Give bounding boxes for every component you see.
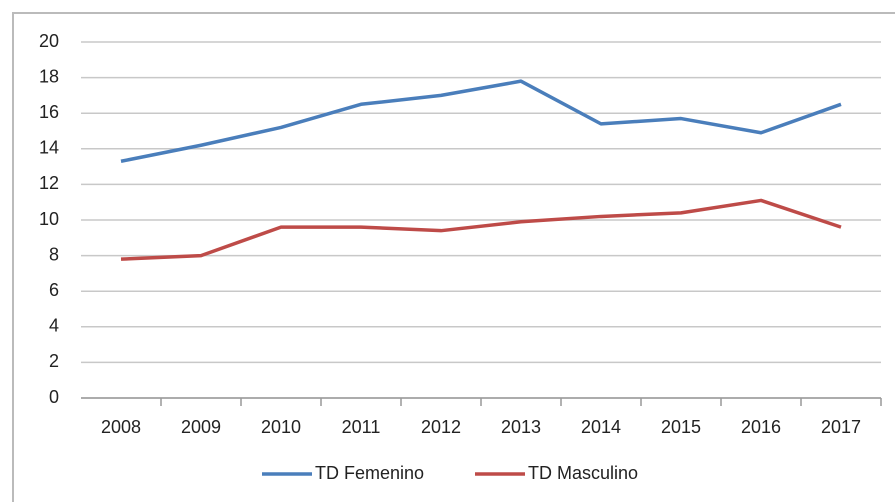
legend-label: TD Masculino <box>528 463 638 483</box>
y-tick-label: 4 <box>49 316 59 336</box>
x-tick-label: 2017 <box>821 417 861 437</box>
y-tick-label: 8 <box>49 244 59 264</box>
x-tick-label: 2013 <box>501 417 541 437</box>
y-tick-label: 12 <box>39 173 59 193</box>
series-line <box>120 198 842 261</box>
x-tick-label: 2012 <box>421 417 461 437</box>
y-tick-label: 18 <box>39 66 59 86</box>
series-line <box>120 79 842 163</box>
y-tick-label: 0 <box>49 387 59 407</box>
y-tick-label: 6 <box>49 280 59 300</box>
x-tick-label: 2009 <box>181 417 221 437</box>
legend-label: TD Femenino <box>315 463 424 483</box>
x-tick-label: 2008 <box>101 417 141 437</box>
x-tick-label: 2014 <box>581 417 621 437</box>
x-tick-label: 2011 <box>342 417 381 437</box>
y-tick-label: 14 <box>39 138 59 158</box>
y-tick-label: 10 <box>39 209 59 229</box>
y-tick-label: 20 <box>39 31 59 51</box>
x-tick-label: 2010 <box>261 417 301 437</box>
y-tick-label: 16 <box>39 102 59 122</box>
y-tick-label: 2 <box>49 351 59 371</box>
x-tick-label: 2015 <box>661 417 701 437</box>
x-tick-label: 2016 <box>741 417 781 437</box>
